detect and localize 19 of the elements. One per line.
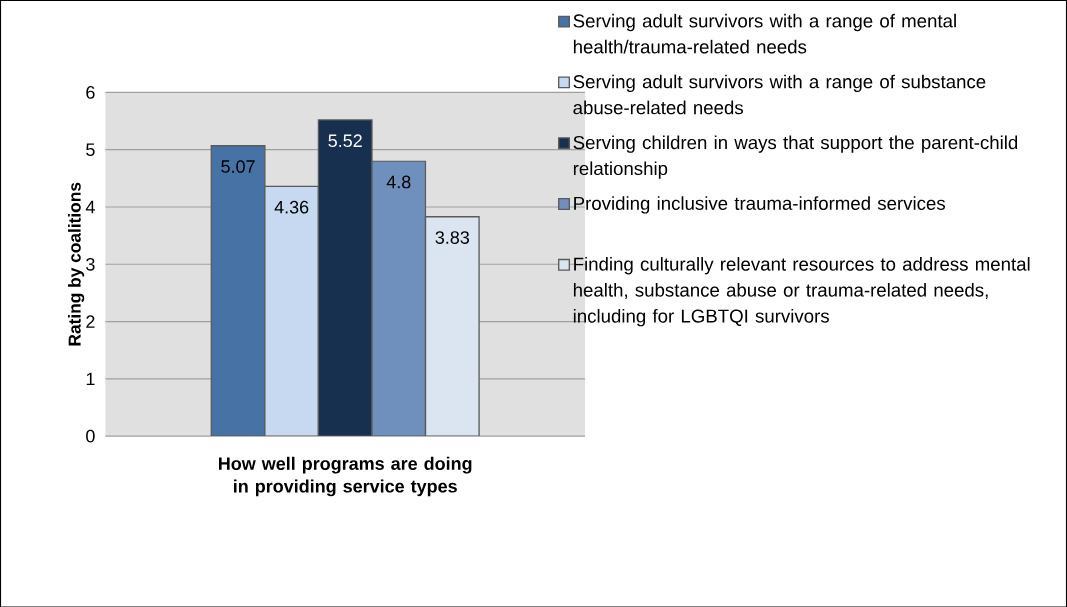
legend-label: Serving adult survivors with a range of substance abuse-related needs (573, 74, 986, 115)
data-label: 4.8 (386, 175, 411, 189)
y-tick-label: 0 (86, 429, 95, 443)
x-tick-label: How well programs are doing in providing service types (219, 456, 472, 497)
legend-label: Serving adult survivors with a range of mental health/trauma-related needs (573, 13, 956, 54)
legend-label: Finding culturally relevant resources to address mental health, substance abuse or trauma-related needs, including for LGBTQI survivors (573, 256, 1030, 327)
data-label: 4.36 (274, 200, 309, 214)
data-label: 3.83 (435, 230, 470, 244)
y-tick-label: 2 (86, 315, 95, 328)
y-axis-title: Rating by coalitions (68, 182, 85, 346)
y-tick-label: 6 (86, 85, 95, 99)
data-label: 5.07 (221, 159, 255, 173)
data-label: 5.52 (328, 134, 362, 147)
y-tick-label: 4 (85, 200, 95, 213)
y-tick-label: 1 (86, 372, 95, 385)
legend-label: Providing inclusive trauma-informed services (574, 196, 945, 214)
y-tick-label: 5 (86, 143, 95, 156)
legend-label: Serving children in ways that support the parent-child relationship (573, 135, 1018, 179)
y-tick-label: 3 (86, 257, 95, 271)
